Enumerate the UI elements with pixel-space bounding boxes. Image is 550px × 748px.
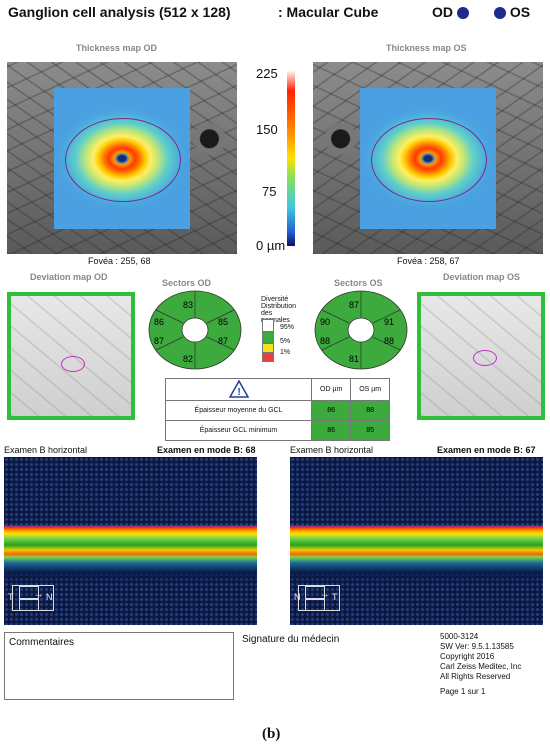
info-line: 5000-3124 [440,632,479,641]
row-label: Épaisseur moyenne du GCL [165,400,312,421]
orientation-od-box [12,585,54,611]
page-number: Page 1 sur 1 [440,687,486,696]
comments-box[interactable]: Commentaires [4,632,234,700]
legend-1: 1% [280,349,291,356]
orientation-os-t: T [332,592,338,602]
sectors-os-title: Sectors OS [334,278,383,288]
orientation-od-t: T [8,592,14,602]
thickness-map-od-title: Thickness map OD [76,43,158,53]
table-row: Épaisseur moyenne du GCL 86 88 [165,400,390,421]
report-title: Ganglion cell analysis (512 x 128) [8,4,231,20]
od-dot-icon [456,7,469,20]
row-os-value: 88 [350,400,390,421]
os-dot-icon [494,7,506,20]
fovea-os: Fovéa : 258, 67 [397,256,460,266]
protocol-label: : Macular Cube [278,4,379,20]
bscan-os-label: Examen B horizontal [290,445,374,455]
orientation-od-n: N [46,592,53,602]
warning-triangle-icon: ! [228,378,249,398]
deviation-ellipse-od-icon [61,356,85,372]
deviation-ellipse-os-icon [473,350,497,366]
row-od-value: 86 [310,400,352,421]
scale-label-150: 150 [256,122,278,137]
deviation-map-os [417,292,545,420]
sector-os-ul: 90 [320,317,330,327]
scale-label-225: 225 [256,66,278,81]
gcl-thickness-table: ! OD µm OS µm Épaisseur moyenne du GCL 8… [165,378,390,441]
legend-5: 5% [280,338,291,345]
row-label: Épaisseur GCL minimum [165,420,312,441]
sectors-od-chart: 83 86 85 87 87 82 [148,290,242,370]
bscan-od-mode: Examen en mode B: 68 [157,445,256,455]
sector-os-ur: 91 [384,317,394,327]
warning-cell: ! [165,378,312,401]
legend-heading: Diversité Distribution des normales [261,296,297,324]
thickness-map-os [313,62,543,254]
sector-od-bottom: 82 [183,354,193,364]
thickness-map-od [7,62,237,254]
comments-label: Commentaires [9,637,75,648]
scale-label-75: 75 [262,184,277,199]
orientation-os-n: N [294,592,301,602]
sector-os-ll: 88 [320,336,330,346]
od-label: OD [432,4,453,20]
scale-label-0: 0 µm [256,238,286,253]
sectors-od-title: Sectors OD [162,278,212,288]
ellipse-od-icon [65,118,181,202]
deviation-map-od-title: Deviation map OD [30,272,108,282]
signature-label: Signature du médecin [242,634,340,645]
arrow-right-icon: → [34,589,43,599]
bscan-od-image: T → N [4,457,257,625]
sector-od-lr: 87 [218,336,228,346]
col-od-header: OD µm [310,378,352,401]
legend-red-swatch [262,352,274,362]
bscan-os-image: N → T [290,457,543,625]
orientation-os-box [298,585,340,611]
fovea-od: Fovéa : 255, 68 [88,256,151,266]
os-label: OS [509,4,531,20]
thickness-map-os-title: Thickness map OS [386,43,467,53]
info-line: Carl Zeiss Meditec, Inc [440,662,522,671]
ellipse-os-icon [371,118,487,202]
thickness-color-scale [287,70,295,246]
table-row: Épaisseur GCL minimum 86 85 [165,420,390,441]
col-os-header: OS µm [350,378,390,401]
deviation-map-os-title: Deviation map OS [443,272,521,282]
figure-caption: (b) [262,726,281,742]
sector-os-top: 87 [349,300,359,310]
row-od-value: 86 [310,420,352,441]
info-line: SW Ver: 9.5.1.13585 [440,642,514,651]
legend-95: 95% [280,324,295,331]
row-os-value: 85 [350,420,390,441]
sector-od-ul: 86 [154,317,164,327]
bscan-od-label: Examen B horizontal [4,445,88,455]
sector-os-bottom: 81 [349,354,359,364]
os-indicator: OS [494,4,530,20]
info-line: All Rights Reserved [440,672,511,681]
arrow-right-icon: → [320,589,329,599]
sector-os-lr: 88 [384,336,394,346]
software-info: 5000-3124 SW Ver: 9.5.1.13585 Copyright … [440,632,521,682]
bscan-os-mode: Examen en mode B: 67 [437,445,536,455]
sector-od-ll: 87 [154,336,164,346]
od-indicator: OD [432,4,469,20]
sector-od-top: 83 [183,300,193,310]
sectors-os-chart: 87 90 91 88 88 81 [314,290,408,370]
svg-text:!: ! [237,387,240,398]
info-line: Copyright 2016 [440,652,495,661]
sector-od-ur: 85 [218,317,228,327]
deviation-map-od [7,292,135,420]
